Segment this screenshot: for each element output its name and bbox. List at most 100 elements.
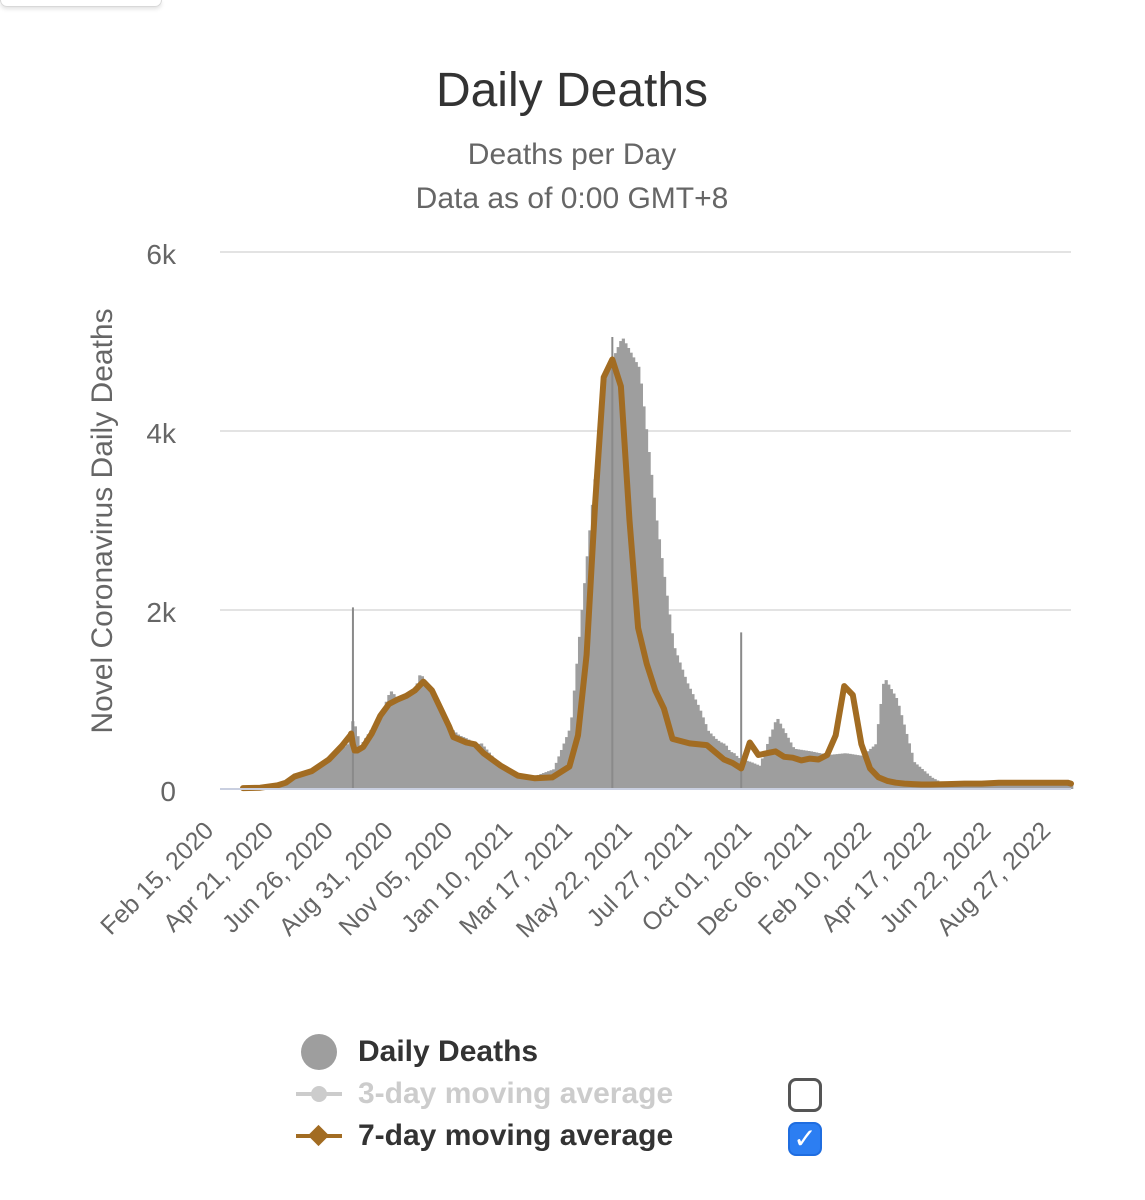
daily-deaths-bar	[449, 728, 453, 789]
daily-deaths-bar	[346, 744, 350, 789]
daily-deaths-bar	[719, 742, 723, 789]
daily-deaths-bar	[856, 755, 860, 789]
daily-deaths-bar	[843, 753, 847, 789]
daily-deaths-bar	[817, 753, 821, 789]
daily-deaths-bar	[467, 739, 471, 789]
daily-deaths-bar	[637, 366, 641, 789]
daily-deaths-bar	[907, 743, 911, 789]
daily-deaths-bar	[513, 772, 517, 789]
daily-deaths-bar	[706, 730, 710, 789]
daily-deaths-bar	[809, 751, 814, 789]
daily-deaths-bar	[495, 761, 499, 789]
daily-deaths-bar	[879, 703, 883, 789]
daily-deaths-bar	[299, 774, 303, 789]
daily-deaths-bar	[704, 724, 708, 789]
chart-subtitle-line-2: Data as of 0:00 GMT+8	[416, 182, 729, 215]
daily-deaths-bar	[1052, 782, 1056, 789]
daily-deaths-bar	[446, 724, 450, 789]
daily-deaths-bar	[459, 736, 463, 789]
daily-deaths-bar	[526, 775, 530, 789]
daily-deaths-bar	[536, 774, 540, 789]
legend-label-daily-deaths: Daily Deaths	[358, 1035, 539, 1068]
daily-deaths-bar	[650, 474, 654, 789]
daily-deaths-bar	[887, 684, 891, 789]
daily-deaths-bar	[510, 771, 515, 789]
daily-deaths-bar	[286, 780, 290, 789]
y-tick-label: 6k	[146, 239, 177, 270]
daily-deaths-bar	[443, 719, 448, 789]
daily-deaths-bar	[748, 761, 752, 789]
daily-deaths-bar	[384, 701, 388, 789]
daily-deaths-bar	[315, 766, 319, 789]
legend-item-7-day-average[interactable]: 7-day moving average ✓	[296, 1116, 856, 1156]
daily-deaths-bar	[1049, 782, 1053, 789]
checkbox-3-day-average[interactable]	[788, 1078, 822, 1112]
daily-deaths-bar	[925, 773, 930, 789]
daily-deaths-bar	[436, 699, 440, 789]
daily-deaths-bar	[853, 754, 857, 789]
daily-deaths-bar	[686, 683, 690, 789]
daily-deaths-bar	[910, 752, 914, 789]
daily-deaths-bar	[338, 750, 342, 789]
daily-deaths-bar	[920, 768, 924, 789]
daily-deaths-bar	[371, 726, 376, 789]
daily-deaths-bar	[1064, 783, 1069, 789]
daily-deaths-bar	[328, 758, 332, 789]
daily-deaths-bar	[621, 338, 625, 789]
daily-deaths-bar	[330, 756, 334, 789]
daily-deaths-bar	[760, 758, 765, 789]
daily-deaths-bar	[1059, 783, 1064, 789]
daily-deaths-bar	[588, 530, 592, 789]
daily-deaths-bar	[289, 779, 293, 789]
daily-deaths-bar	[291, 778, 296, 789]
daily-deaths-bar	[469, 741, 473, 789]
daily-deaths-bar	[732, 753, 736, 789]
daily-deaths-bar	[825, 754, 829, 789]
daily-deaths-bar	[820, 753, 824, 789]
daily-deaths-bar	[485, 749, 489, 789]
daily-deaths-bar	[402, 696, 406, 789]
daily-deaths-bar	[487, 752, 491, 789]
daily-deaths-bar	[807, 751, 811, 789]
y-tick-label: 4k	[146, 418, 177, 449]
daily-deaths-bar	[320, 763, 324, 789]
daily-deaths-bar	[647, 452, 651, 789]
seven-day-average-line	[240, 356, 1074, 792]
daily-deaths-bar	[730, 752, 734, 789]
legend-item-daily-deaths[interactable]: Daily Deaths	[296, 1032, 856, 1072]
daily-deaths-bar	[923, 771, 927, 789]
daily-deaths-bar	[663, 576, 667, 789]
daily-deaths-bar	[366, 734, 370, 789]
daily-deaths-bar	[297, 776, 301, 789]
daily-deaths-bar	[786, 737, 790, 789]
daily-deaths-bar	[722, 743, 726, 789]
daily-deaths-bar	[433, 694, 437, 789]
daily-deaths-bar	[918, 766, 922, 789]
daily-deaths-bar	[482, 746, 486, 789]
daily-deaths-bar	[876, 724, 881, 789]
daily-deaths-bar	[799, 749, 803, 789]
daily-deaths-bar	[714, 738, 718, 789]
daily-deaths-bar	[415, 683, 419, 789]
checkbox-7-day-average[interactable]: ✓	[788, 1122, 822, 1156]
daily-deaths-bar	[413, 687, 417, 789]
daily-deaths-bar	[848, 753, 852, 789]
legend-item-3-day-average[interactable]: 3-day moving average	[296, 1074, 856, 1114]
daily-deaths-bar	[894, 698, 899, 789]
daily-deaths-bar	[675, 655, 680, 789]
daily-deaths-bar	[418, 675, 422, 789]
daily-deaths-bar	[681, 669, 685, 789]
daily-deaths-bar	[358, 746, 363, 789]
daily-deaths-bar	[400, 698, 404, 789]
daily-deaths-bar	[750, 762, 754, 789]
daily-deaths-bar	[624, 343, 628, 789]
daily-deaths-bar	[307, 771, 311, 789]
daily-deaths-bar	[397, 699, 401, 789]
daily-deaths-bar	[428, 686, 432, 789]
daily-deaths-bar	[882, 683, 886, 789]
y-axis-ticks: 0 2k 4k 6k	[146, 239, 177, 807]
daily-deaths-bar	[596, 453, 600, 789]
daily-deaths-bar	[644, 429, 649, 789]
daily-deaths-bar	[379, 714, 383, 789]
